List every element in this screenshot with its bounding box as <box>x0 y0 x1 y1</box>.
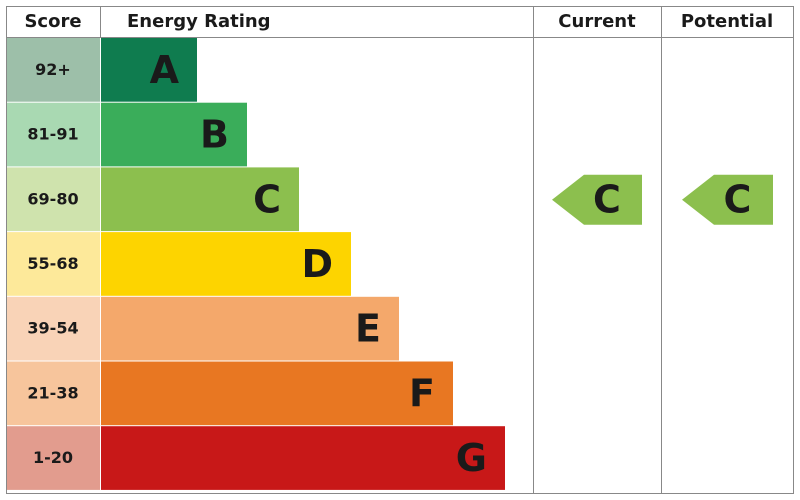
rating-letter: E <box>355 307 381 351</box>
rating-bar <box>101 232 351 296</box>
potential-arrow <box>682 174 773 225</box>
rating-letter: D <box>301 242 333 286</box>
score-cell <box>7 232 100 296</box>
rating-bar <box>101 426 505 490</box>
score-range: 55-68 <box>27 254 78 273</box>
current-arrow <box>552 174 642 225</box>
score-range: 92+ <box>35 60 71 79</box>
rating-bar <box>101 361 453 426</box>
score-cell <box>7 38 100 102</box>
header-rating: Energy Rating <box>127 11 271 32</box>
score-range: 21-38 <box>27 383 78 402</box>
score-cell <box>7 296 100 361</box>
header-potential: Potential <box>681 11 773 32</box>
frame <box>6 6 794 494</box>
rating-letter: C <box>253 177 281 221</box>
score-cell <box>7 167 100 232</box>
score-range: 81-91 <box>27 125 78 144</box>
rating-bar <box>101 102 247 167</box>
header-score: Score <box>24 11 81 32</box>
score-range: 39-54 <box>27 319 78 338</box>
rating-letter: A <box>150 48 180 92</box>
rating-letter: F <box>409 371 435 415</box>
score-cell <box>7 426 100 490</box>
score-range: 69-80 <box>27 189 78 208</box>
rating-bar <box>101 38 197 102</box>
score-range: 1-20 <box>33 448 73 467</box>
score-cell <box>7 102 100 167</box>
potential-rating: C <box>724 177 752 221</box>
rating-letter: B <box>200 113 229 157</box>
rating-bar <box>101 167 299 232</box>
rating-letter: G <box>456 436 487 480</box>
current-rating: C <box>593 177 621 221</box>
rating-bar <box>101 296 399 361</box>
score-cell <box>7 361 100 426</box>
header-current: Current <box>558 11 636 32</box>
